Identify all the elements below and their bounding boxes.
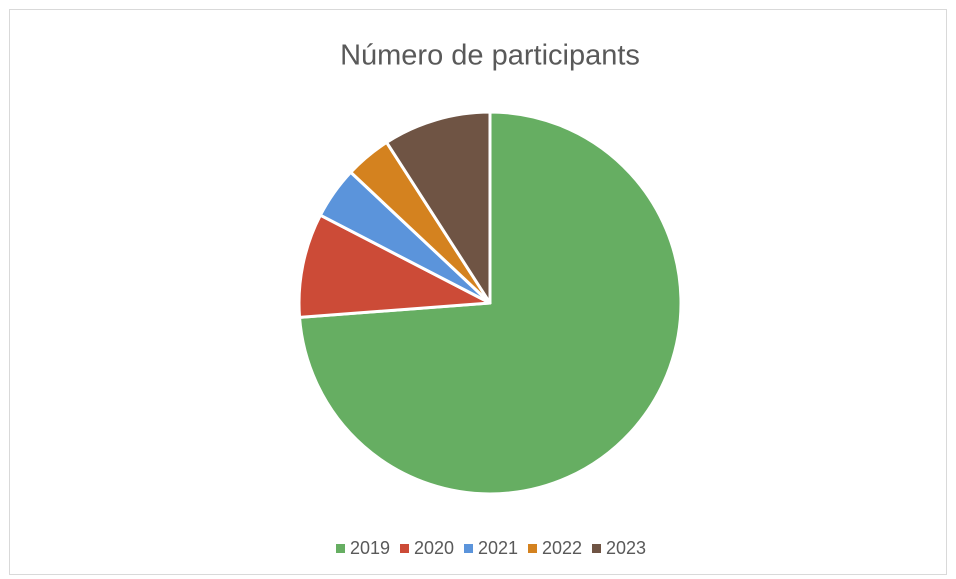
legend-label: 2019 (350, 538, 390, 558)
legend-swatch (400, 544, 409, 553)
legend-swatch (336, 544, 345, 553)
pie-slice (297, 213, 492, 319)
chart-title: Número de participants (340, 40, 640, 72)
legend-label: 2022 (542, 538, 582, 558)
legend-swatch (592, 544, 601, 553)
legend-swatch (528, 544, 537, 553)
pie-slice (385, 110, 492, 305)
legend-swatch (464, 544, 473, 553)
legend-label: 2021 (478, 538, 518, 558)
legend-label: 2020 (414, 538, 454, 558)
legend-label: 2023 (606, 538, 646, 558)
